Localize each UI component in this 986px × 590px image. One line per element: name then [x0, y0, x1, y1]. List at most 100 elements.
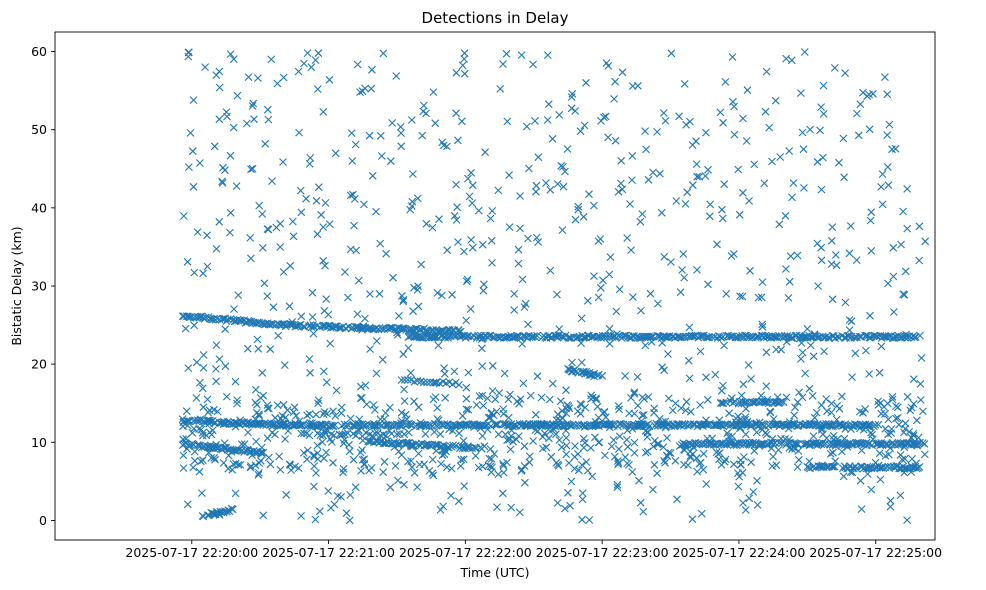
data-point — [271, 430, 279, 439]
data-point — [352, 431, 360, 440]
data-point — [332, 386, 341, 395]
data-point — [319, 256, 328, 265]
data-point — [684, 461, 692, 469]
data-point — [503, 436, 511, 444]
data-point — [351, 483, 360, 492]
data-point — [576, 400, 585, 408]
data-point — [258, 244, 267, 252]
data-point — [581, 438, 589, 447]
y-tick-label: 30 — [31, 279, 47, 294]
data-point — [233, 91, 242, 100]
data-point — [297, 208, 306, 217]
data-point — [236, 416, 244, 425]
data-point — [697, 331, 705, 340]
data-point — [583, 466, 592, 475]
data-point — [279, 158, 287, 166]
data-point — [507, 503, 516, 512]
data-point — [243, 344, 252, 353]
data-point — [869, 435, 877, 443]
data-point — [249, 447, 258, 455]
data-point — [393, 430, 401, 439]
data-point — [828, 295, 837, 304]
data-point — [599, 276, 607, 285]
data-point — [769, 452, 777, 461]
data-point — [438, 446, 447, 455]
data-point — [215, 217, 224, 226]
data-point — [819, 430, 827, 439]
data-point — [192, 394, 201, 402]
data-point — [505, 435, 513, 444]
data-point — [699, 449, 708, 458]
data-point — [688, 181, 697, 190]
data-point — [614, 187, 623, 196]
data-point — [828, 462, 836, 471]
data-point — [188, 147, 197, 156]
data-point — [917, 354, 926, 362]
data-point — [559, 182, 568, 191]
data-point — [457, 442, 466, 451]
data-point — [618, 68, 627, 77]
data-point — [902, 439, 911, 448]
data-point — [692, 160, 701, 168]
data-point — [433, 404, 442, 412]
data-point — [514, 432, 523, 440]
data-point — [409, 442, 417, 451]
data-point — [226, 208, 235, 217]
data-point — [553, 499, 562, 507]
data-point — [833, 402, 841, 410]
data-point — [416, 419, 425, 427]
data-point — [753, 501, 762, 509]
data-point — [692, 137, 700, 146]
data-point — [781, 211, 790, 220]
data-point — [234, 291, 243, 299]
data-point — [486, 445, 495, 453]
data-point — [231, 422, 240, 431]
data-point — [763, 395, 772, 404]
data-point — [379, 468, 388, 477]
data-point — [739, 499, 747, 507]
data-point — [189, 182, 198, 191]
data-point — [212, 341, 221, 349]
data-point — [431, 119, 440, 128]
data-point — [254, 470, 263, 479]
data-point — [199, 456, 207, 465]
data-point — [680, 273, 689, 282]
data-point — [513, 397, 521, 406]
data-point — [211, 455, 219, 464]
data-point — [787, 56, 796, 65]
data-point — [319, 108, 328, 116]
data-point — [861, 331, 870, 340]
data-point — [337, 409, 346, 418]
data-point — [398, 417, 406, 425]
data-point — [458, 61, 467, 70]
data-point — [747, 422, 755, 430]
data-point — [689, 332, 697, 341]
data-point — [542, 421, 551, 429]
data-point — [875, 368, 884, 377]
data-point — [862, 438, 871, 447]
data-point — [705, 212, 714, 221]
data-point — [802, 333, 810, 341]
data-point — [496, 85, 505, 93]
data-point — [686, 407, 695, 416]
data-point — [186, 129, 195, 137]
data-point — [516, 395, 525, 404]
data-point — [371, 406, 379, 414]
data-point — [681, 406, 690, 415]
data-point — [862, 346, 870, 355]
y-axis-label: Bistatic Delay (km) — [9, 226, 24, 345]
data-point — [397, 129, 405, 137]
data-point — [212, 440, 221, 449]
data-point — [812, 408, 821, 417]
data-point — [337, 493, 345, 501]
data-point — [436, 430, 445, 439]
data-point — [571, 215, 580, 224]
data-point — [715, 416, 724, 425]
data-point — [404, 457, 412, 466]
data-point — [218, 177, 226, 186]
data-point — [582, 78, 590, 87]
data-point — [829, 462, 838, 471]
data-point — [372, 421, 381, 430]
data-point — [672, 197, 681, 205]
data-point — [517, 467, 526, 475]
